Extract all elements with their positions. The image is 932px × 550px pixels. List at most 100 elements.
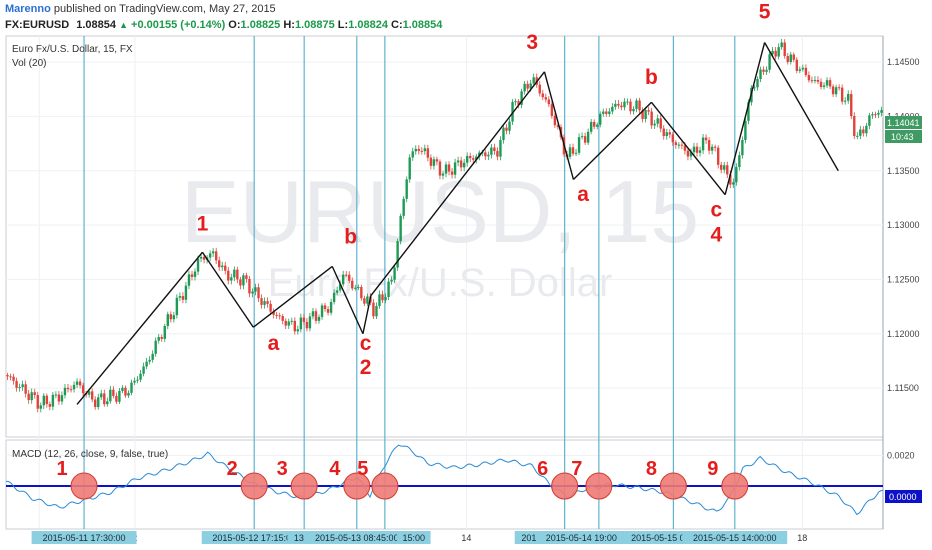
candle-body xyxy=(837,87,841,89)
candle-body xyxy=(765,69,768,72)
candle-body xyxy=(499,140,502,157)
volume-label: Vol (20) xyxy=(12,58,46,69)
candle-body xyxy=(710,146,714,151)
candle-body xyxy=(375,306,378,317)
candle-body xyxy=(63,387,67,396)
wave-segment xyxy=(650,101,726,196)
candle-body xyxy=(48,404,52,407)
candle-body xyxy=(54,394,58,396)
candle-body xyxy=(828,80,832,87)
candle-body xyxy=(254,287,257,292)
candle-body xyxy=(592,121,596,127)
cross-marker-number: 8 xyxy=(646,458,657,480)
candle-body xyxy=(242,275,245,286)
candle-body xyxy=(713,146,717,148)
wave-label: 5 xyxy=(759,1,771,24)
candle-body xyxy=(408,157,411,180)
cursor-time-label: 2015-05-15 0( xyxy=(631,533,688,543)
candle-body xyxy=(97,397,100,408)
candle-body xyxy=(650,111,653,126)
symbol-label[interactable]: FX:EURUSD xyxy=(5,19,70,31)
candle-body xyxy=(704,137,708,141)
candle-body xyxy=(517,101,520,105)
candle-body xyxy=(786,56,789,62)
up-triangle-icon: ▲ xyxy=(119,20,128,30)
candle-body xyxy=(236,269,239,280)
candle-body xyxy=(762,69,765,72)
cross-marker xyxy=(371,472,399,500)
candle-body xyxy=(109,389,112,402)
candle-body xyxy=(214,251,218,261)
candle-body xyxy=(580,136,584,138)
candle-body xyxy=(420,150,424,152)
candle-body xyxy=(208,253,212,258)
candle-body xyxy=(24,384,27,394)
candle-body xyxy=(118,390,121,402)
candle-body xyxy=(66,387,70,390)
candle-body xyxy=(571,147,575,154)
candle-body xyxy=(187,274,191,286)
price-tick-label: 1.12000 xyxy=(887,329,920,339)
candle-body xyxy=(695,146,699,153)
candle-body xyxy=(707,140,711,151)
candle-body xyxy=(75,381,79,385)
candle-body xyxy=(514,101,517,103)
cross-marker xyxy=(585,472,613,500)
candle-body xyxy=(57,394,61,402)
candle-body xyxy=(257,287,260,299)
candle-body xyxy=(659,118,662,129)
candle-body xyxy=(783,42,786,57)
candle-body xyxy=(154,340,157,354)
candle-body xyxy=(296,329,300,332)
candle-body xyxy=(596,124,599,127)
candle-body xyxy=(172,315,176,320)
candle-body xyxy=(853,116,856,137)
candle-body xyxy=(278,315,281,317)
candle-body xyxy=(335,290,339,293)
candle-body xyxy=(798,69,802,71)
candle-body xyxy=(701,137,705,151)
candle-body xyxy=(338,284,342,291)
candle-body xyxy=(523,83,526,92)
candle-body xyxy=(308,316,312,329)
candle-body xyxy=(720,164,723,170)
candle-body xyxy=(12,376,15,381)
candle-body xyxy=(317,316,321,321)
candle-body xyxy=(868,115,871,126)
candle-body xyxy=(804,67,808,76)
candle-body xyxy=(825,80,829,86)
candle-body xyxy=(744,120,747,140)
wave-label: b xyxy=(344,226,357,249)
candle-body xyxy=(341,274,345,285)
author-link[interactable]: Marenno xyxy=(5,3,51,15)
time-tick-label: 18 xyxy=(797,533,807,543)
candle-body xyxy=(224,265,227,271)
candle-body xyxy=(834,87,838,95)
candle-body xyxy=(221,265,224,268)
candle-body xyxy=(472,158,475,160)
candle-body xyxy=(239,279,242,286)
candle-body xyxy=(260,298,263,305)
candle-body xyxy=(574,152,578,154)
candle-body xyxy=(90,391,94,400)
candle-body xyxy=(611,106,614,112)
low-label: L: xyxy=(337,19,349,31)
cursor-lines xyxy=(83,36,736,529)
ohlc-line: FX:EURUSD 1.08854 ▲ +0.00155 (+0.14%) O:… xyxy=(5,19,442,31)
candle-body xyxy=(508,121,511,131)
candle-body xyxy=(738,155,741,168)
candle-body xyxy=(115,395,118,402)
cursor-time-tag xyxy=(31,531,137,544)
candle-body xyxy=(840,87,844,102)
candle-body xyxy=(299,317,303,330)
candle-body xyxy=(411,151,414,158)
candle-body xyxy=(822,85,826,87)
high-value: 1.08875 xyxy=(294,19,335,31)
candle-body xyxy=(175,297,179,316)
candle-body xyxy=(311,311,315,317)
candle-body xyxy=(251,291,254,294)
candle-body xyxy=(432,159,436,166)
candle-body xyxy=(453,162,457,175)
